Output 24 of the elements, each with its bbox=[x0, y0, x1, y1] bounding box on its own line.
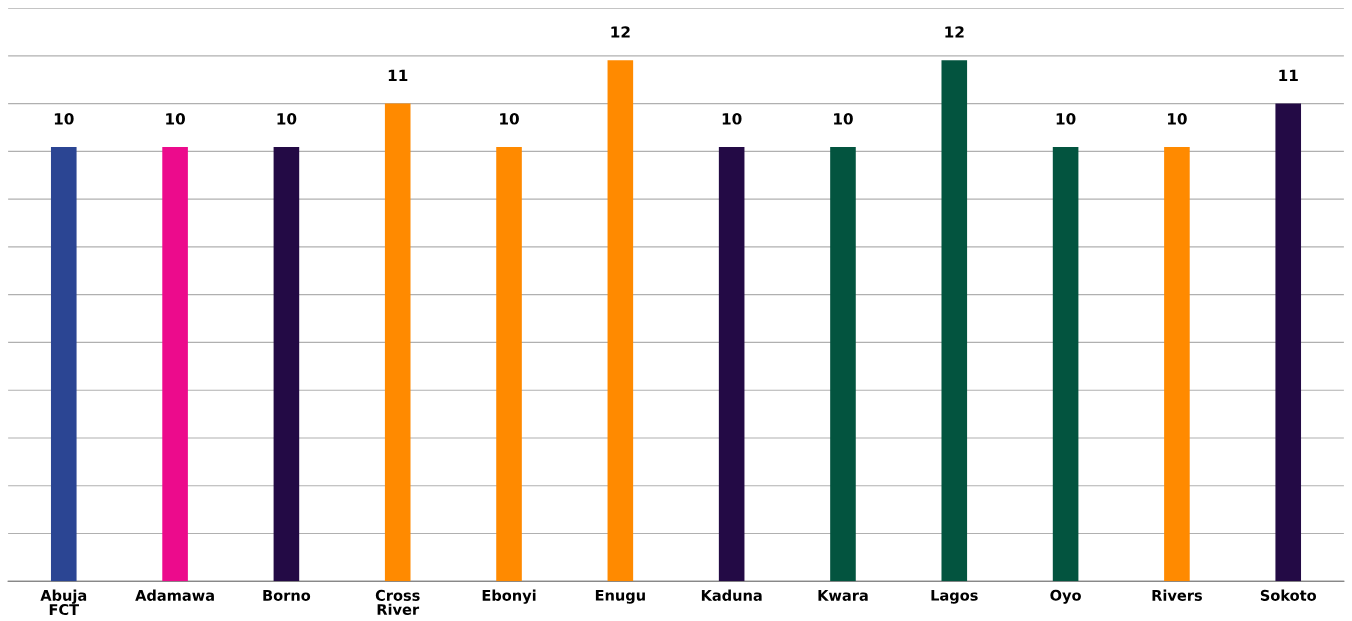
data-label: 12 bbox=[611, 26, 630, 38]
data-label: 10 bbox=[834, 113, 853, 125]
x-tick-label: Kwara bbox=[818, 590, 868, 601]
x-tick-label: Rivers bbox=[1152, 589, 1202, 601]
x-tick-label: Ebonyi bbox=[482, 589, 536, 604]
x-tick-label: Abuja FCT bbox=[40, 589, 87, 616]
data-label: 11 bbox=[388, 69, 408, 81]
data-label: 10 bbox=[1168, 113, 1187, 125]
data-label: 10 bbox=[166, 113, 185, 125]
data-label: 12 bbox=[945, 26, 964, 38]
x-tick-label: Kaduna bbox=[701, 589, 762, 601]
x-tick-label: Oyo bbox=[1050, 589, 1081, 604]
x-tick-label: Adamawa bbox=[135, 589, 214, 601]
data-label: 10 bbox=[54, 113, 74, 125]
x-tick-label: Cross River bbox=[375, 589, 420, 615]
x-tick-label: Sokoto bbox=[1260, 589, 1317, 601]
x-tick-label: Borno bbox=[263, 590, 311, 601]
data-label: 10 bbox=[500, 113, 519, 125]
data-label: 10 bbox=[277, 113, 297, 125]
x-tick-label: Enugu bbox=[595, 589, 645, 604]
data-label: 10 bbox=[722, 113, 742, 125]
x-tick-label: Lagos bbox=[931, 589, 978, 604]
data-label: 11 bbox=[1279, 69, 1298, 81]
data-label: 10 bbox=[1056, 113, 1076, 125]
